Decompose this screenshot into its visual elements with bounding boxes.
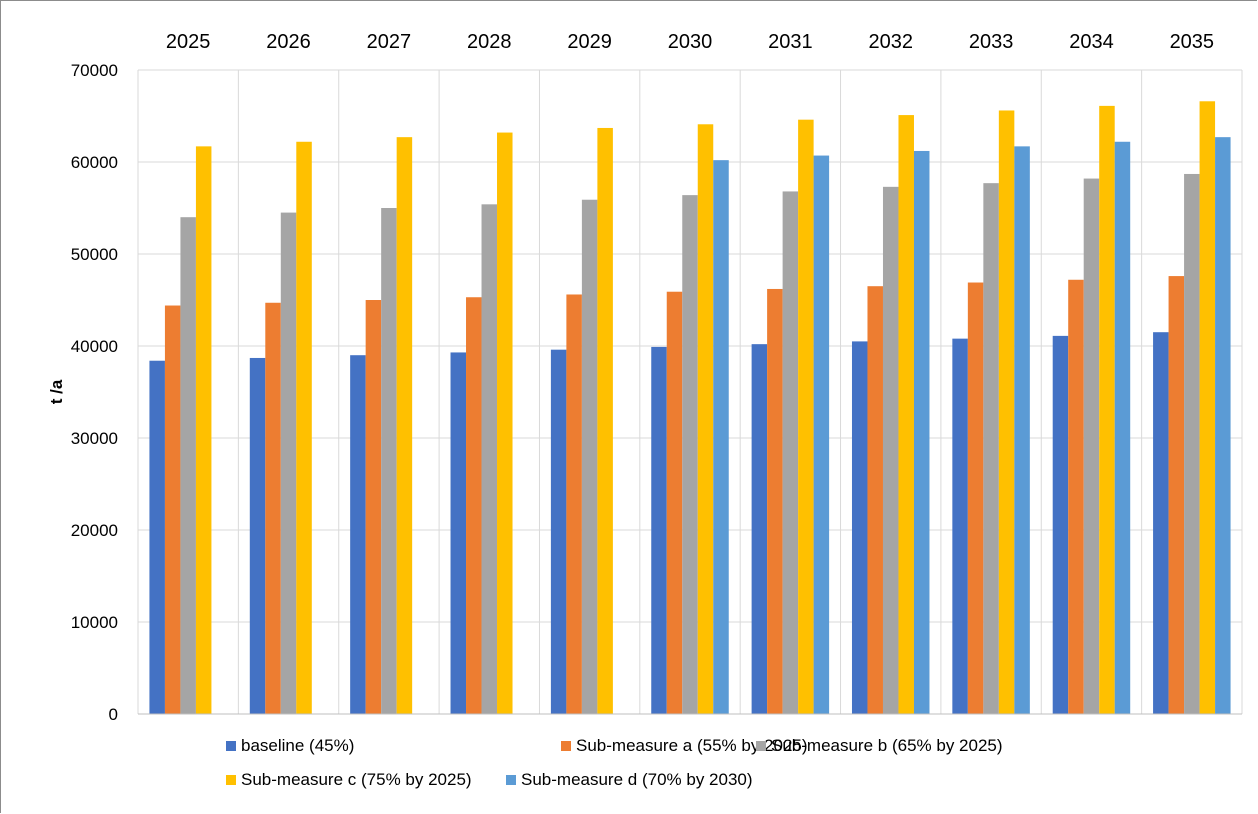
bar-baseline-45-2025 bbox=[149, 360, 165, 714]
y-tick-label: 0 bbox=[109, 705, 118, 724]
bar-sub-measure-a-55-by-2025-2027 bbox=[365, 300, 382, 714]
bar-sub-measure-b-65-by-2025-2025 bbox=[180, 217, 196, 714]
legend-item-sub-measure-d: Sub-measure d (70% by 2030) bbox=[506, 770, 753, 790]
bar-sub-measure-d-70-by-2030-2030 bbox=[713, 160, 729, 714]
bars bbox=[149, 101, 1231, 715]
bar-sub-measure-a-55-by-2025-2033 bbox=[967, 282, 984, 714]
y-tick-label: 70000 bbox=[71, 61, 118, 80]
axes: 0 10000 20000 30000 40000 50000 60000 70000 2025… bbox=[71, 31, 1242, 724]
bar-sub-measure-a-55-by-2025-2030 bbox=[666, 291, 683, 714]
x-tick-label: 2034 bbox=[1069, 31, 1114, 53]
legend-label: Sub-measure c (75% by 2025) bbox=[241, 770, 472, 789]
bar-sub-measure-d-70-by-2030-2032 bbox=[913, 150, 930, 714]
bar-sub-measure-b-65-by-2025-2034 bbox=[1083, 178, 1100, 714]
bar-sub-measure-c-75-by-2025-2027 bbox=[396, 137, 413, 714]
legend-item-sub-measure-c: Sub-measure c (75% by 2025) bbox=[226, 770, 472, 790]
x-tick-label: 2030 bbox=[668, 31, 713, 53]
bar-baseline-45-2031 bbox=[751, 344, 768, 714]
legend-swatch bbox=[561, 741, 571, 751]
bar-sub-measure-c-75-by-2025-2025 bbox=[195, 146, 212, 715]
bar-sub-measure-a-55-by-2025-2028 bbox=[466, 297, 482, 714]
bar-sub-measure-b-65-by-2025-2026 bbox=[280, 212, 297, 714]
bar-sub-measure-a-55-by-2025-2025 bbox=[164, 305, 181, 714]
bar-sub-measure-b-65-by-2025-2032 bbox=[882, 186, 899, 715]
x-tick-label: 2029 bbox=[567, 31, 612, 53]
x-tick-label: 2032 bbox=[868, 31, 913, 53]
bar-baseline-45-2035 bbox=[1153, 332, 1169, 714]
y-tick-label: 40000 bbox=[71, 337, 118, 356]
x-tick-label: 2026 bbox=[266, 31, 311, 53]
y-axis-label: t /a bbox=[47, 379, 66, 404]
bar-sub-measure-a-55-by-2025-2026 bbox=[265, 302, 281, 714]
bar-sub-measure-a-55-by-2025-2035 bbox=[1168, 276, 1185, 714]
legend-item-baseline: baseline (45%) bbox=[226, 736, 354, 756]
legend: baseline (45%) Sub-measure a (55% by 202… bbox=[225, 736, 1105, 808]
legend-label: Sub-measure d (70% by 2030) bbox=[521, 770, 753, 789]
bar-sub-measure-c-75-by-2025-2030 bbox=[697, 124, 714, 714]
legend-item-sub-measure-a: Sub-measure a (55% by 2025) bbox=[561, 736, 808, 756]
bar-baseline-45-2033 bbox=[952, 338, 968, 714]
y-tick-label: 60000 bbox=[71, 153, 118, 172]
bar-sub-measure-b-65-by-2025-2029 bbox=[581, 199, 598, 715]
x-tick-label: 2033 bbox=[969, 31, 1014, 53]
bar-baseline-45-2028 bbox=[450, 352, 467, 714]
bar-sub-measure-c-75-by-2025-2031 bbox=[798, 119, 814, 715]
y-tick-label: 20000 bbox=[71, 521, 118, 540]
x-tick-label: 2031 bbox=[768, 31, 813, 53]
bar-sub-measure-c-75-by-2025-2028 bbox=[497, 132, 513, 714]
legend-label: Sub-measure a (55% by 2025) bbox=[576, 736, 808, 755]
bar-sub-measure-d-70-by-2030-2034 bbox=[1114, 141, 1131, 714]
y-tick-label: 50000 bbox=[71, 245, 118, 264]
bar-sub-measure-a-55-by-2025-2031 bbox=[767, 288, 783, 714]
x-tick-label: 2035 bbox=[1170, 31, 1215, 53]
bar-sub-measure-c-75-by-2025-2029 bbox=[597, 127, 613, 714]
bar-sub-measure-d-70-by-2030-2035 bbox=[1215, 137, 1231, 714]
bar-sub-measure-d-70-by-2030-2031 bbox=[813, 155, 830, 714]
bar-sub-measure-d-70-by-2030-2033 bbox=[1014, 146, 1030, 715]
bar-sub-measure-c-75-by-2025-2033 bbox=[998, 110, 1015, 715]
legend-swatch bbox=[226, 775, 236, 785]
bar-sub-measure-a-55-by-2025-2032 bbox=[867, 286, 883, 714]
bar-baseline-45-2030 bbox=[651, 346, 667, 714]
legend-swatch bbox=[506, 775, 516, 785]
bar-baseline-45-2026 bbox=[249, 357, 266, 714]
bar-sub-measure-a-55-by-2025-2034 bbox=[1068, 279, 1084, 714]
legend-label: baseline (45%) bbox=[241, 736, 355, 755]
x-tick-label: 2027 bbox=[367, 31, 412, 53]
legend-item-sub-measure-b: Sub-measure b (65% by 2025) bbox=[756, 736, 1003, 756]
legend-label: Sub-measure b (65% by 2025) bbox=[771, 736, 1003, 755]
x-tick-label: 2028 bbox=[467, 31, 512, 53]
bar-sub-measure-b-65-by-2025-2035 bbox=[1184, 173, 1200, 714]
bar-sub-measure-b-65-by-2025-2030 bbox=[682, 195, 698, 714]
bar-sub-measure-b-65-by-2025-2033 bbox=[983, 183, 999, 714]
bar-sub-measure-b-65-by-2025-2027 bbox=[381, 208, 397, 714]
bar-sub-measure-c-75-by-2025-2032 bbox=[898, 115, 914, 714]
legend-swatch bbox=[756, 741, 766, 751]
bar-baseline-45-2032 bbox=[851, 341, 868, 714]
y-tick-label: 10000 bbox=[71, 613, 118, 632]
x-tick-label: 2025 bbox=[166, 31, 211, 53]
legend-swatch bbox=[226, 741, 236, 751]
y-tick-label: 30000 bbox=[71, 429, 118, 448]
bar-sub-measure-c-75-by-2025-2034 bbox=[1099, 105, 1115, 714]
bar-baseline-45-2034 bbox=[1052, 335, 1069, 714]
bar-sub-measure-b-65-by-2025-2028 bbox=[481, 204, 498, 714]
bar-sub-measure-c-75-by-2025-2035 bbox=[1199, 101, 1216, 714]
bar-baseline-45-2029 bbox=[550, 349, 567, 714]
bar-baseline-45-2027 bbox=[350, 355, 366, 714]
bar-sub-measure-c-75-by-2025-2026 bbox=[296, 141, 312, 714]
bar-sub-measure-a-55-by-2025-2029 bbox=[566, 294, 582, 714]
bar-sub-measure-b-65-by-2025-2031 bbox=[782, 191, 799, 714]
